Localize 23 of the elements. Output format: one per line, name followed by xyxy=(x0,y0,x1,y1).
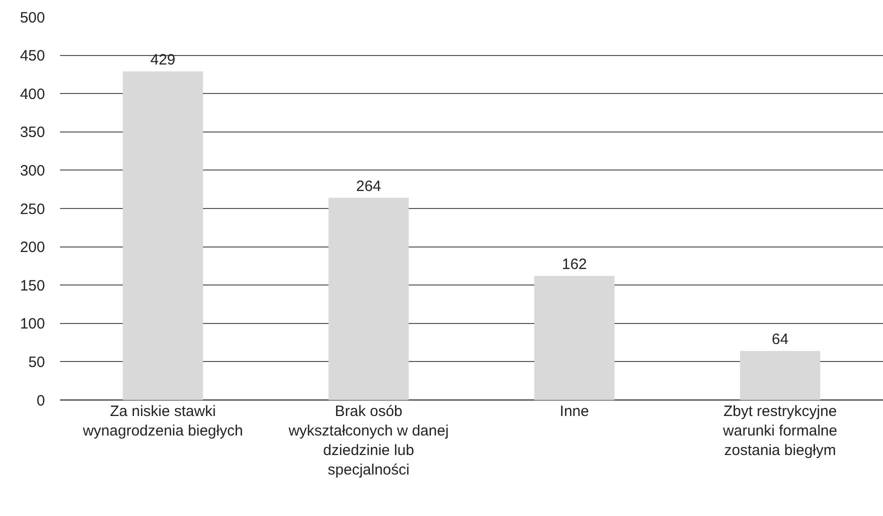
x-tick-label: Brak osób wykształconych w danej dziedzinie lub specjalności xyxy=(288,403,449,478)
y-tick-label: 150 xyxy=(20,277,45,294)
data-label: 429 xyxy=(150,51,176,68)
bar xyxy=(328,198,409,400)
bar xyxy=(534,276,614,400)
y-tick-label: 0 xyxy=(36,392,45,410)
bar xyxy=(122,71,203,400)
data-label: 162 xyxy=(562,256,587,273)
bar xyxy=(740,350,820,400)
x-tick-label: Zbyt restrykcyjne warunki formalne zostania biegłym xyxy=(722,403,838,459)
y-tick-label: 200 xyxy=(20,239,45,256)
x-tick-label: Inne xyxy=(560,403,589,420)
y-tick-label: 400 xyxy=(20,86,45,103)
y-tick-label: 100 xyxy=(20,316,45,333)
y-tick-label: 500 xyxy=(20,9,45,26)
y-tick-label: 300 xyxy=(20,162,45,180)
y-tick-label: 250 xyxy=(20,200,45,218)
data-label: 264 xyxy=(356,178,382,195)
y-tick-label: 450 xyxy=(20,48,45,65)
x-tick-label: Za niskie stawki wynagrodzenia biegłych xyxy=(82,403,243,440)
y-tick-label: 50 xyxy=(28,354,45,371)
data-label: 64 xyxy=(772,330,788,348)
y-tick-label: 350 xyxy=(20,124,45,142)
